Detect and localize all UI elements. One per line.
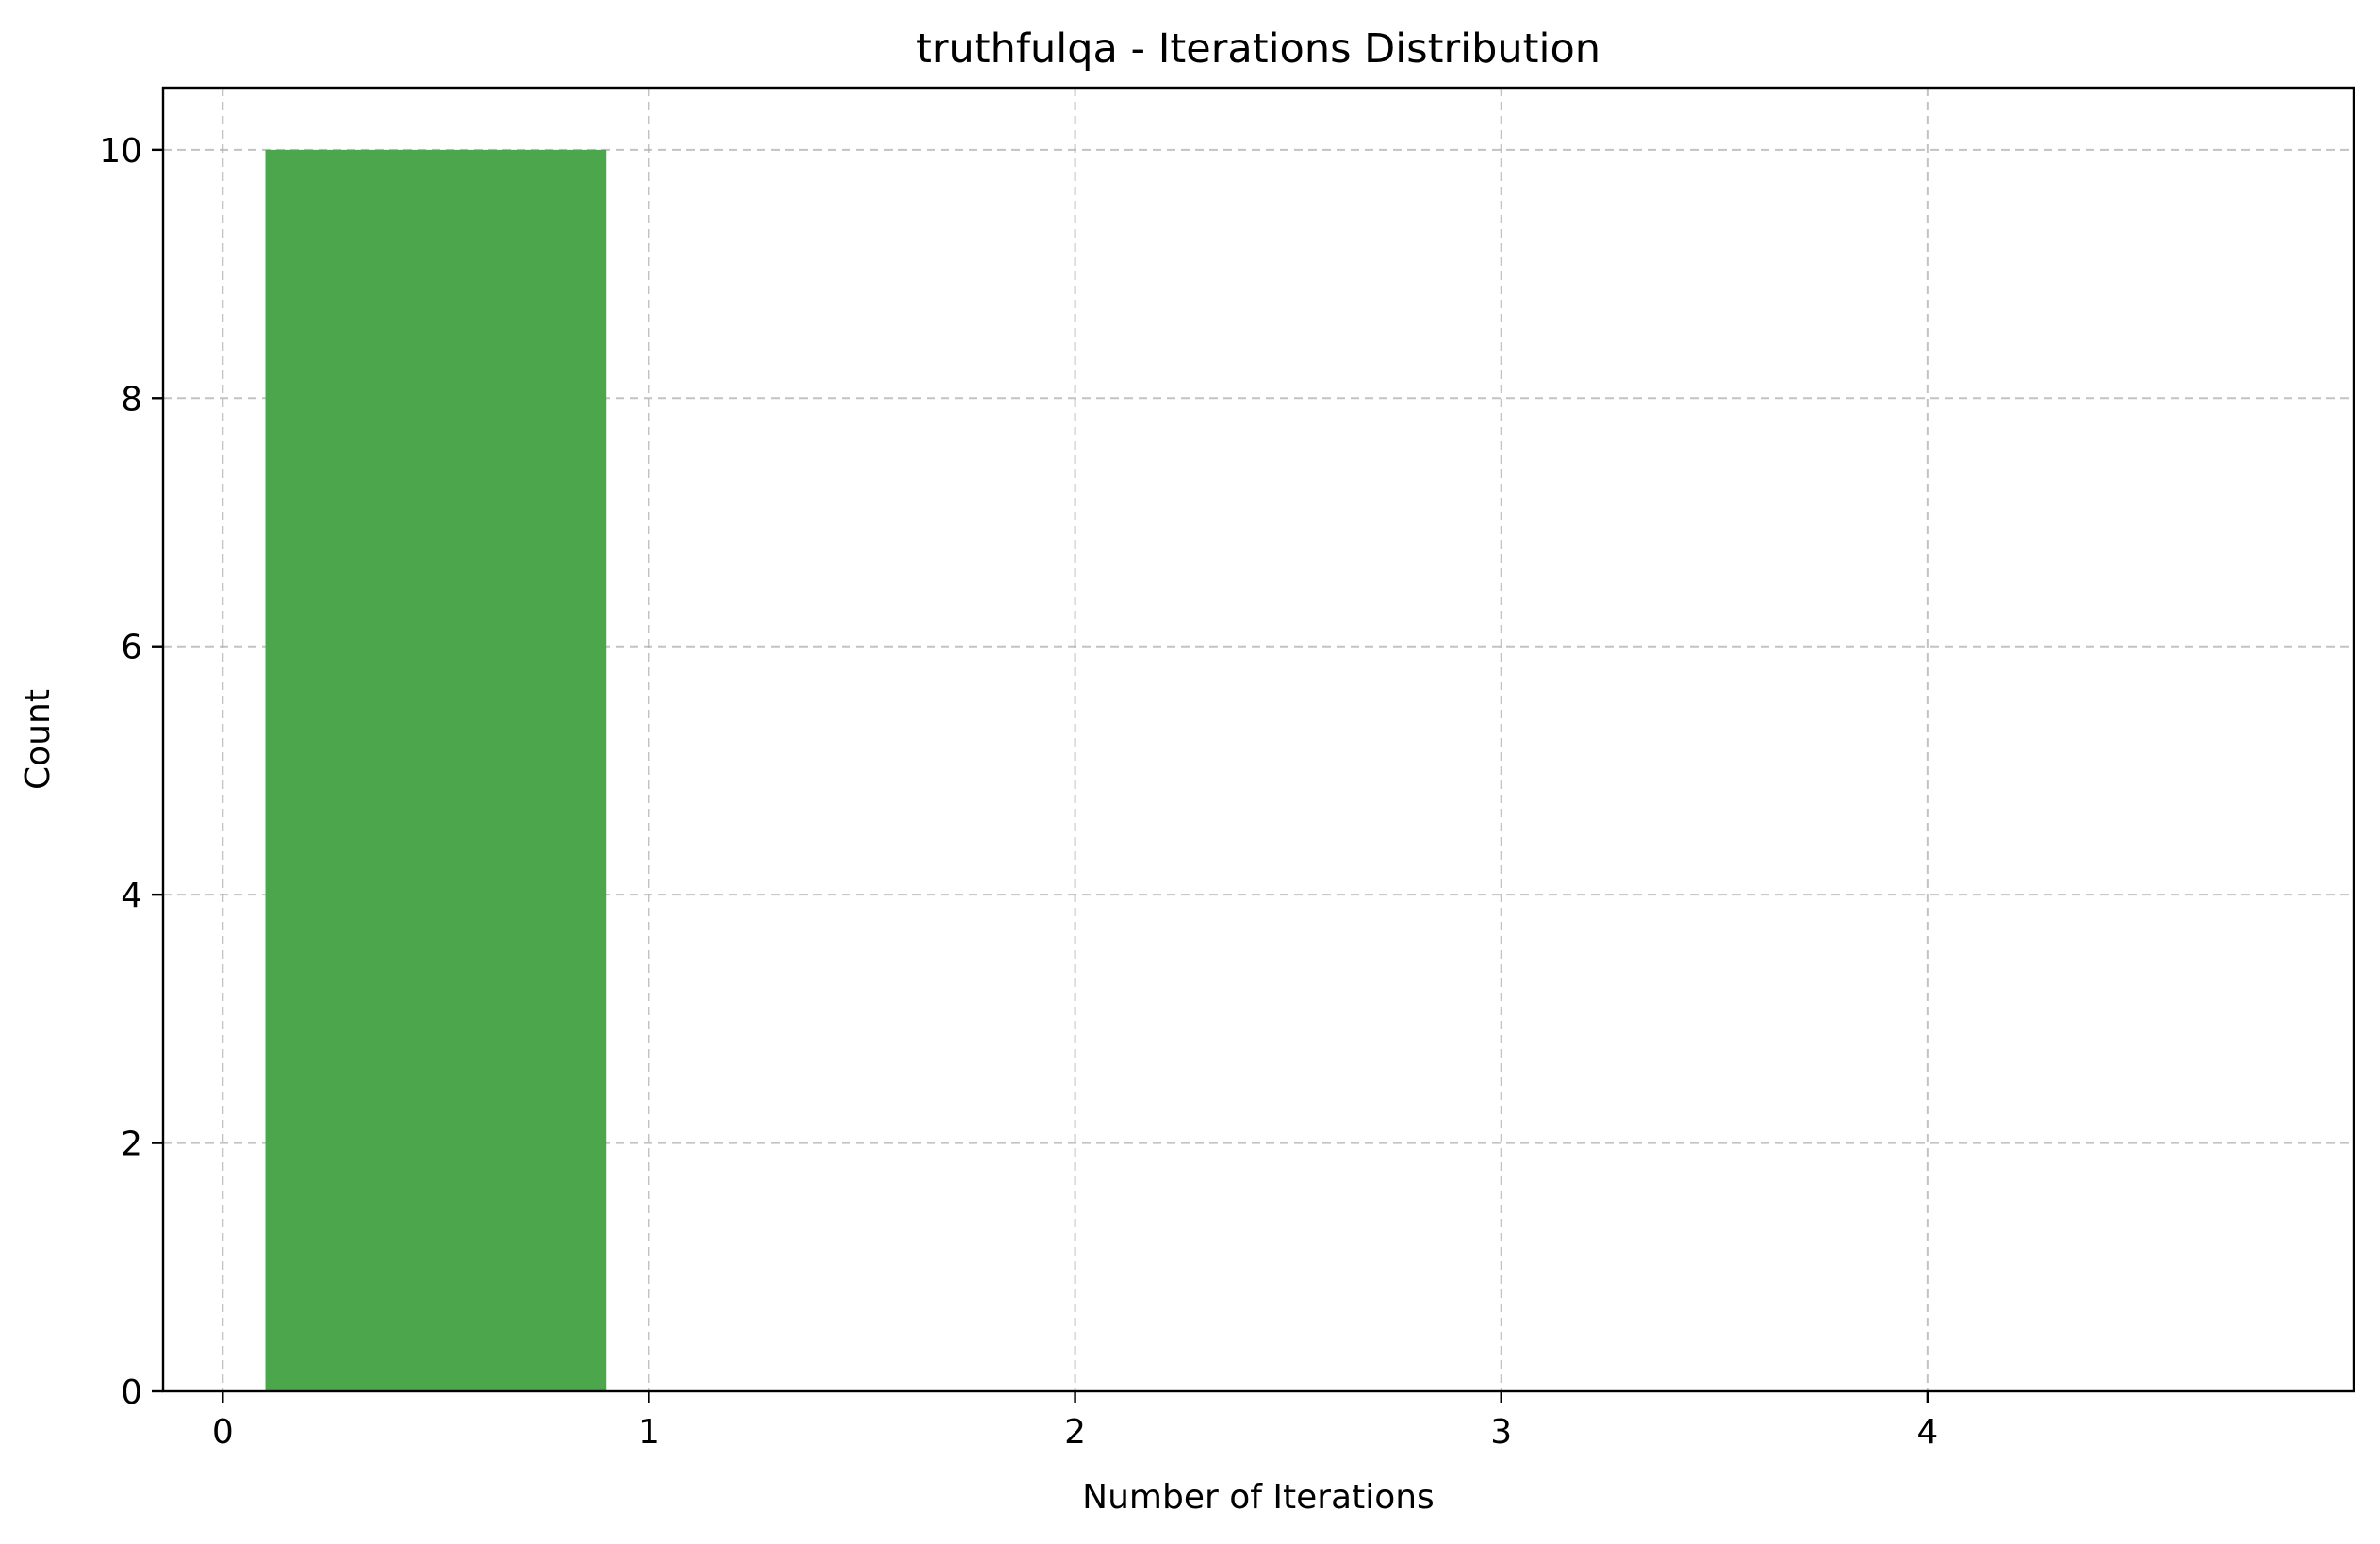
- y-axis-label: Count: [19, 689, 57, 790]
- histogram-bar: [265, 149, 607, 1391]
- x-tick-label: 3: [1490, 1413, 1512, 1452]
- y-tick-label: 0: [121, 1373, 142, 1412]
- tick-layer: 0 1 2 3 4 0 2 4 6 8 10: [99, 132, 1938, 1452]
- x-tick-label: 2: [1064, 1413, 1086, 1452]
- x-tick-label: 4: [1916, 1413, 1938, 1452]
- plot-frame: [161, 86, 2355, 1393]
- x-axis-label: Number of Iterations: [1082, 1478, 1435, 1517]
- x-tick-label: 0: [212, 1413, 234, 1452]
- y-tick-label: 8: [121, 380, 142, 419]
- bar-layer: [265, 149, 607, 1391]
- y-tick-label: 10: [99, 132, 142, 171]
- chart-title: truthfulqa - Iterations Distribution: [916, 25, 1600, 73]
- y-tick-label: 4: [121, 877, 142, 915]
- y-tick-label: 6: [121, 629, 142, 667]
- y-tick-label: 2: [121, 1125, 142, 1164]
- x-tick-label: 1: [638, 1413, 660, 1452]
